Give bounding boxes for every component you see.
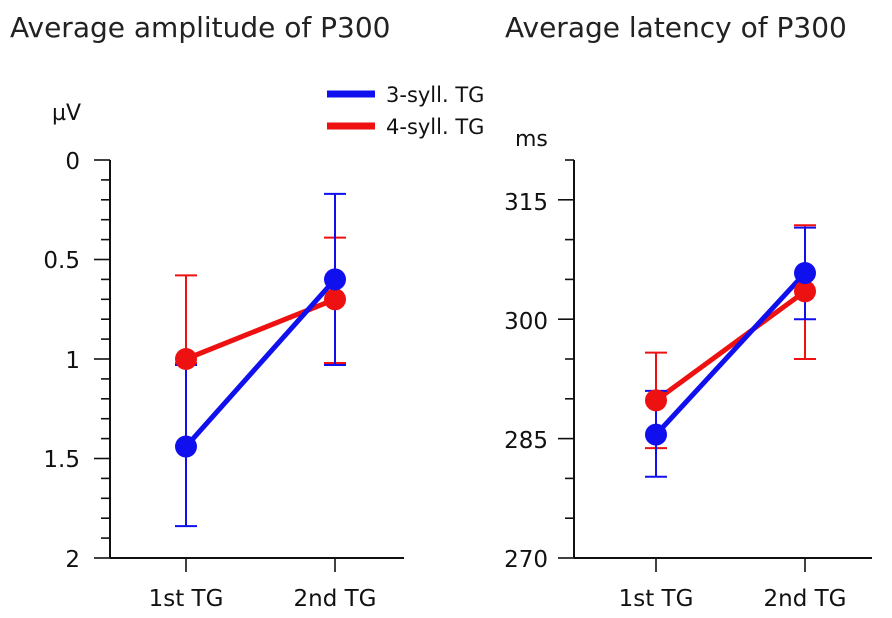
right-chart-title: Average latency of P300: [505, 11, 847, 44]
right-series-line-3-syll: [654, 271, 807, 437]
legend-label-3-syll: 3-syll. TG: [386, 83, 484, 107]
left-series-line-3-syll: [184, 277, 337, 449]
left-xtick-label-1: 2nd TG: [294, 586, 377, 612]
left-point-3-syll: [175, 435, 197, 458]
right-ytick-label-1: 285: [504, 428, 548, 454]
left-chart-title: Average amplitude of P300: [10, 11, 391, 44]
right-y-unit-label: ms: [515, 127, 548, 152]
left-ytick-label-2: 1: [65, 348, 80, 374]
left-series-line-4-syll: [185, 296, 336, 362]
left-ytick-label-1: 0.5: [43, 248, 80, 274]
left-point-4-syll: [175, 348, 197, 370]
left-plot-area: [175, 192, 346, 528]
right-plot-area: [645, 224, 816, 478]
legend: 3-syll. TG 4-syll. TG: [327, 83, 484, 139]
right-xtick-label-0: 1st TG: [619, 586, 694, 612]
left-point-4-syll: [324, 288, 346, 311]
left-xtick-label-0: 1st TG: [149, 586, 224, 612]
right-point-4-syll: [794, 280, 816, 303]
left-ytick-label-0: 0: [65, 149, 80, 175]
left-y-unit-label: µV: [52, 101, 81, 126]
right-point-4-syll: [645, 389, 667, 412]
left-ytick-label-4: 2: [65, 547, 80, 573]
legend-label-4-syll: 4-syll. TG: [386, 115, 484, 139]
right-chart: 270 285 300 315 1st TG 2nd TG: [504, 159, 872, 612]
left-point-3-syll: [324, 268, 346, 291]
right-xtick-label-1: 2nd TG: [764, 586, 847, 612]
left-chart: 0 0.5 1 1.5 2 1st TG 2nd TG: [43, 149, 404, 612]
right-series-line-4-syll: [654, 289, 807, 403]
right-point-3-syll: [645, 423, 667, 446]
right-ytick-label-3: 315: [504, 190, 548, 216]
right-y-ticks: [558, 159, 806, 572]
right-ytick-label-2: 300: [504, 309, 548, 335]
right-ytick-label-0: 270: [504, 547, 548, 573]
left-ytick-label-3: 1.5: [43, 447, 80, 473]
left-y-ticks: [94, 159, 336, 572]
right-point-3-syll: [794, 262, 816, 285]
